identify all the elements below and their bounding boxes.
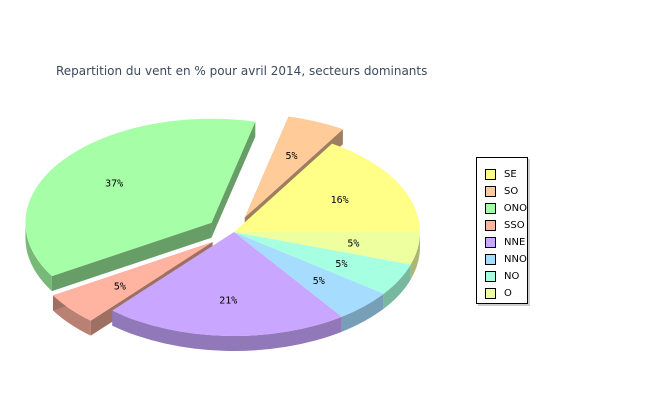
slice-label-no: 5% (335, 259, 347, 270)
legend-swatch (485, 237, 496, 248)
legend-item-nno: NNO (477, 251, 527, 268)
legend: SE SO ONO SSO NNE NNO NO O (476, 157, 528, 304)
legend-item-no: NO (477, 268, 527, 285)
legend-label: ONO (503, 203, 527, 214)
legend-item-o: O (477, 285, 527, 302)
legend-label: SE (504, 169, 517, 180)
pie-slice-ono (25, 118, 256, 277)
slice-label-o: 5% (347, 239, 359, 250)
pie-wall-o (410, 232, 420, 280)
slice-label-so: 5% (286, 151, 298, 162)
pie-side-ono-1 (51, 222, 212, 292)
legend-item-nne: NNE (477, 234, 527, 251)
slice-label-sso: 5% (114, 282, 126, 293)
legend-item-so: SO (477, 183, 527, 200)
slice-label-nne: 21% (219, 296, 237, 307)
legend-swatch (485, 169, 496, 180)
legend-swatch (485, 254, 496, 265)
legend-label: NNE (504, 237, 526, 248)
legend-label: NNO (504, 254, 527, 265)
pie-wall-nno (341, 293, 384, 332)
legend-item-ono: ONO (477, 200, 527, 217)
slice-label-nno: 5% (313, 276, 325, 287)
legend-label: SSO (504, 220, 525, 231)
pie-slice-o (234, 232, 420, 265)
slice-label-ono: 37% (105, 179, 123, 190)
pie-slice-sso (52, 242, 213, 321)
pie-slice-nno (234, 232, 384, 317)
pie-slice-nne (112, 232, 342, 337)
pie-slice-no (234, 232, 411, 294)
pie-slice-so (244, 116, 343, 218)
pie-slices (25, 116, 420, 337)
slice-label-se: 16% (331, 195, 349, 206)
legend-swatch (485, 271, 496, 282)
legend-label: NO (504, 271, 520, 282)
chart-title: Repartition du vent en % pour avril 2014… (56, 64, 428, 78)
legend-label: O (504, 288, 512, 299)
pie-wall-ono (25, 222, 52, 292)
legend-swatch (485, 203, 496, 214)
legend-item-se: SE (477, 166, 527, 183)
legend-label: SO (504, 186, 519, 197)
pie-side-ono-0 (211, 121, 256, 238)
legend-item-sso: SSO (477, 217, 527, 234)
legend-swatch (485, 288, 496, 299)
legend-swatch (485, 220, 496, 231)
pie-slice-se (234, 143, 420, 232)
pie-wall-nne (112, 310, 342, 352)
pie-labels: 16%5%37%5%21%5%5%5% (105, 151, 359, 306)
pie-wall-no (383, 264, 411, 309)
legend-swatch (485, 186, 496, 197)
